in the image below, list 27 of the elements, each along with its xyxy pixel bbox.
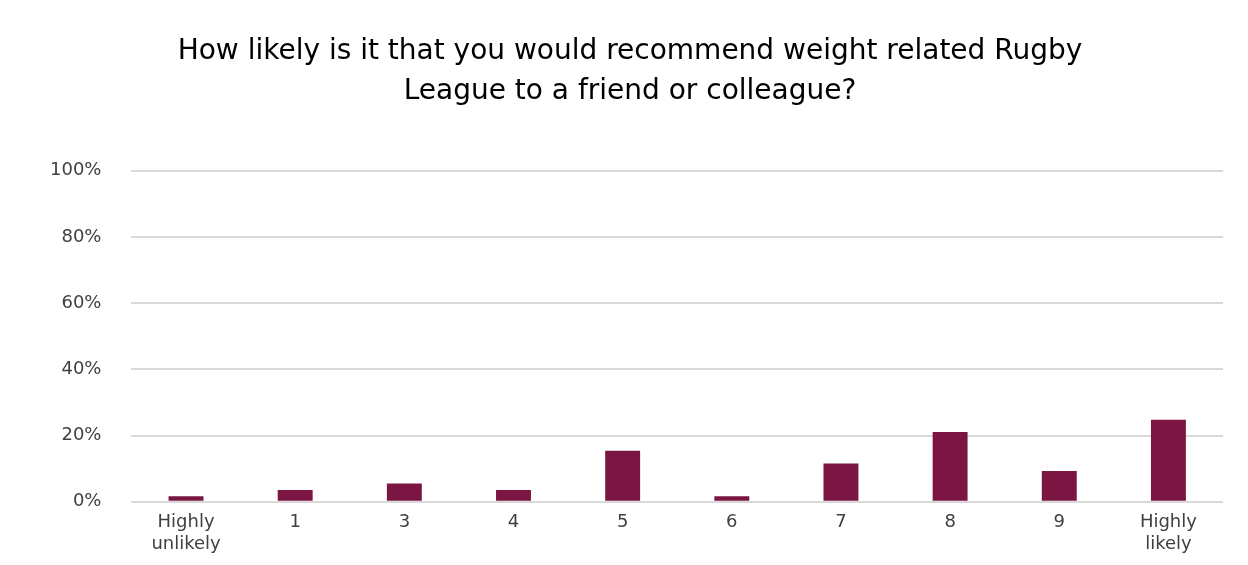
bar: [277, 489, 313, 501]
bar: [1150, 419, 1186, 501]
x-tick-label: 1: [289, 510, 301, 532]
chart-title: How likely is it that you would recommend weight related Rugby League to a friend or colleague?: [176, 32, 1084, 108]
y-tick-label: 40%: [61, 357, 102, 379]
bar: [496, 489, 531, 501]
y-tick-label: 80%: [61, 224, 102, 246]
bar: [386, 483, 422, 501]
y-tick-label: 100%: [49, 158, 102, 180]
x-tick-label: 4: [507, 510, 520, 532]
x-tick-label: 5: [616, 510, 629, 532]
x-tick-label: Highly likely: [1139, 510, 1198, 553]
y-tick-label: 0%: [72, 489, 102, 511]
y-tick-label: 60%: [61, 290, 102, 312]
y-tick-label: 20%: [61, 423, 102, 445]
bar: [823, 463, 859, 501]
bar: [932, 431, 968, 501]
bar: [714, 496, 750, 501]
bar: [1041, 471, 1077, 501]
x-tick-label: 8: [944, 510, 956, 532]
x-tick-label: 6: [726, 510, 738, 532]
bar: [168, 496, 204, 501]
bar: [605, 450, 641, 501]
x-tick-label: 9: [1053, 510, 1065, 532]
x-tick-label: Highly unlikely: [151, 510, 222, 553]
x-tick-label: 7: [835, 510, 847, 532]
x-tick-label: 3: [398, 510, 411, 532]
